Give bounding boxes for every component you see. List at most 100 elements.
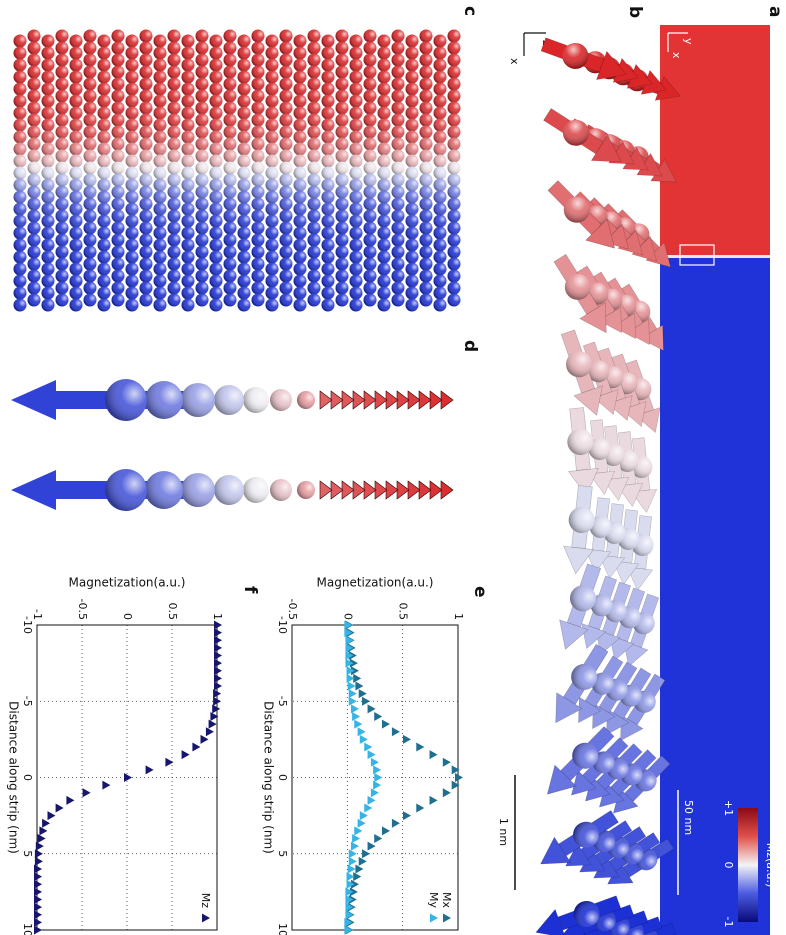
lattice-atom-shade [195, 161, 209, 175]
lattice-atom-shade [433, 106, 447, 120]
colorbar-label: Mz(a.u.) [764, 843, 777, 888]
lattice-atom-shade [139, 65, 153, 79]
lattice-atom-shade [349, 226, 363, 240]
lattice-atom-shade [293, 238, 307, 252]
lattice-atom-shade [265, 226, 279, 240]
lattice-atom-shade [237, 46, 251, 60]
spin-head [567, 467, 599, 497]
lattice-atom-shade [125, 178, 139, 192]
small-spin [407, 390, 421, 410]
wall-chain [11, 469, 454, 511]
legend-label: Mz [199, 893, 212, 908]
lattice-atom-shade [13, 214, 27, 228]
lattice-atom-shade [363, 65, 377, 79]
lattice-atom-shade [83, 257, 97, 271]
lattice-atom-shade [391, 53, 405, 67]
data-point [355, 681, 364, 691]
lattice-atom-shade [419, 245, 433, 259]
lattice-atom-shade [69, 298, 83, 312]
data-point [214, 635, 222, 645]
lattice-atom-shade [419, 161, 433, 175]
lattice-atom-shade [13, 142, 27, 156]
lattice-atom-shade [97, 70, 111, 84]
lattice-atom-shade [27, 53, 41, 67]
spin-head [563, 545, 595, 575]
lattice-atom-shade [251, 125, 265, 139]
lattice-atom-shade [419, 77, 433, 91]
lattice-atom-shade [41, 142, 55, 156]
lattice-atom-shade [41, 298, 55, 312]
lattice-atom-shade [391, 89, 405, 103]
wall-sphere-shade [105, 469, 147, 511]
data-point [124, 773, 132, 782]
lattice-atom-shade [321, 70, 335, 84]
lattice-atom-shade [55, 245, 69, 259]
lattice-atom-shade [349, 190, 363, 204]
data-point [344, 628, 353, 638]
lattice-atom-shade [153, 130, 167, 144]
lattice-atom-shade [111, 173, 125, 187]
lattice-atom-shade [251, 233, 265, 247]
colorbar-tick-label: +1 [722, 800, 735, 816]
lattice-atom-shade [335, 293, 349, 307]
lattice-atom-shade [279, 185, 293, 199]
lattice-atom-shade [433, 154, 447, 168]
spin-sphere-shade [571, 663, 598, 690]
lattice-atom-shade [97, 286, 111, 300]
lattice-atom-shade [377, 286, 391, 300]
data-point [34, 902, 42, 912]
spin [559, 563, 602, 650]
lattice-atom-shade [55, 89, 69, 103]
lattice-atom-shade [279, 65, 293, 79]
data-point [34, 910, 42, 920]
y-tick-label: -1 [31, 609, 44, 620]
lattice-atom-shade [321, 130, 335, 144]
lattice-atom-shade [195, 269, 209, 283]
wall-sphere-shade [105, 379, 147, 421]
lattice-atom-shade [83, 269, 97, 283]
lattice-atom-shade [55, 161, 69, 175]
lattice-atom-shade [419, 101, 433, 115]
x-tick-label: -5 [21, 696, 34, 707]
data-point [34, 925, 42, 935]
lattice-atom-shade [153, 154, 167, 168]
lattice-atom-shade [153, 274, 167, 288]
lattice-atom-shade [265, 262, 279, 276]
spin-sphere-shade [562, 119, 589, 146]
lattice-atom-shade [69, 130, 83, 144]
lattice-atom-shade [335, 185, 349, 199]
lattice-atom-shade [41, 238, 55, 252]
data-point [352, 834, 361, 843]
lattice-atom-shade [223, 137, 237, 151]
lattice-atom-shade [237, 274, 251, 288]
lattice-atom-shade [41, 274, 55, 288]
lattice-atom-shade [321, 238, 335, 252]
lattice-atom-shade [195, 101, 209, 115]
lattice-atom-shade [335, 101, 349, 115]
panel-label: b [625, 6, 645, 18]
spin-sphere-shade [566, 351, 593, 378]
lattice-atom-shade [13, 190, 27, 204]
lattice-atom-shade [363, 149, 377, 163]
spin-head [602, 476, 630, 502]
data-point [200, 734, 209, 744]
y-tick-label: 0.5 [397, 603, 410, 621]
lattice-atom-shade [97, 82, 111, 96]
lattice-atom-shade [41, 106, 55, 120]
data-point [358, 856, 367, 866]
lattice-atom-shade [41, 250, 55, 264]
lattice-atom-shade [209, 202, 223, 216]
scale-bar-label: 1 nm [497, 818, 510, 846]
lattice-atom-shade [265, 142, 279, 156]
lattice-atom-shade [195, 209, 209, 223]
lattice-atom-shade [251, 269, 265, 283]
lattice-atom-shade [293, 286, 307, 300]
lattice-atom-shade [447, 233, 461, 247]
lattice-atom-shade [167, 137, 181, 151]
lattice-atom-shade [41, 118, 55, 132]
lattice-atom-shade [251, 77, 265, 91]
lattice-atom-shade [447, 221, 461, 235]
data-point [213, 696, 222, 706]
data-point [367, 750, 376, 760]
